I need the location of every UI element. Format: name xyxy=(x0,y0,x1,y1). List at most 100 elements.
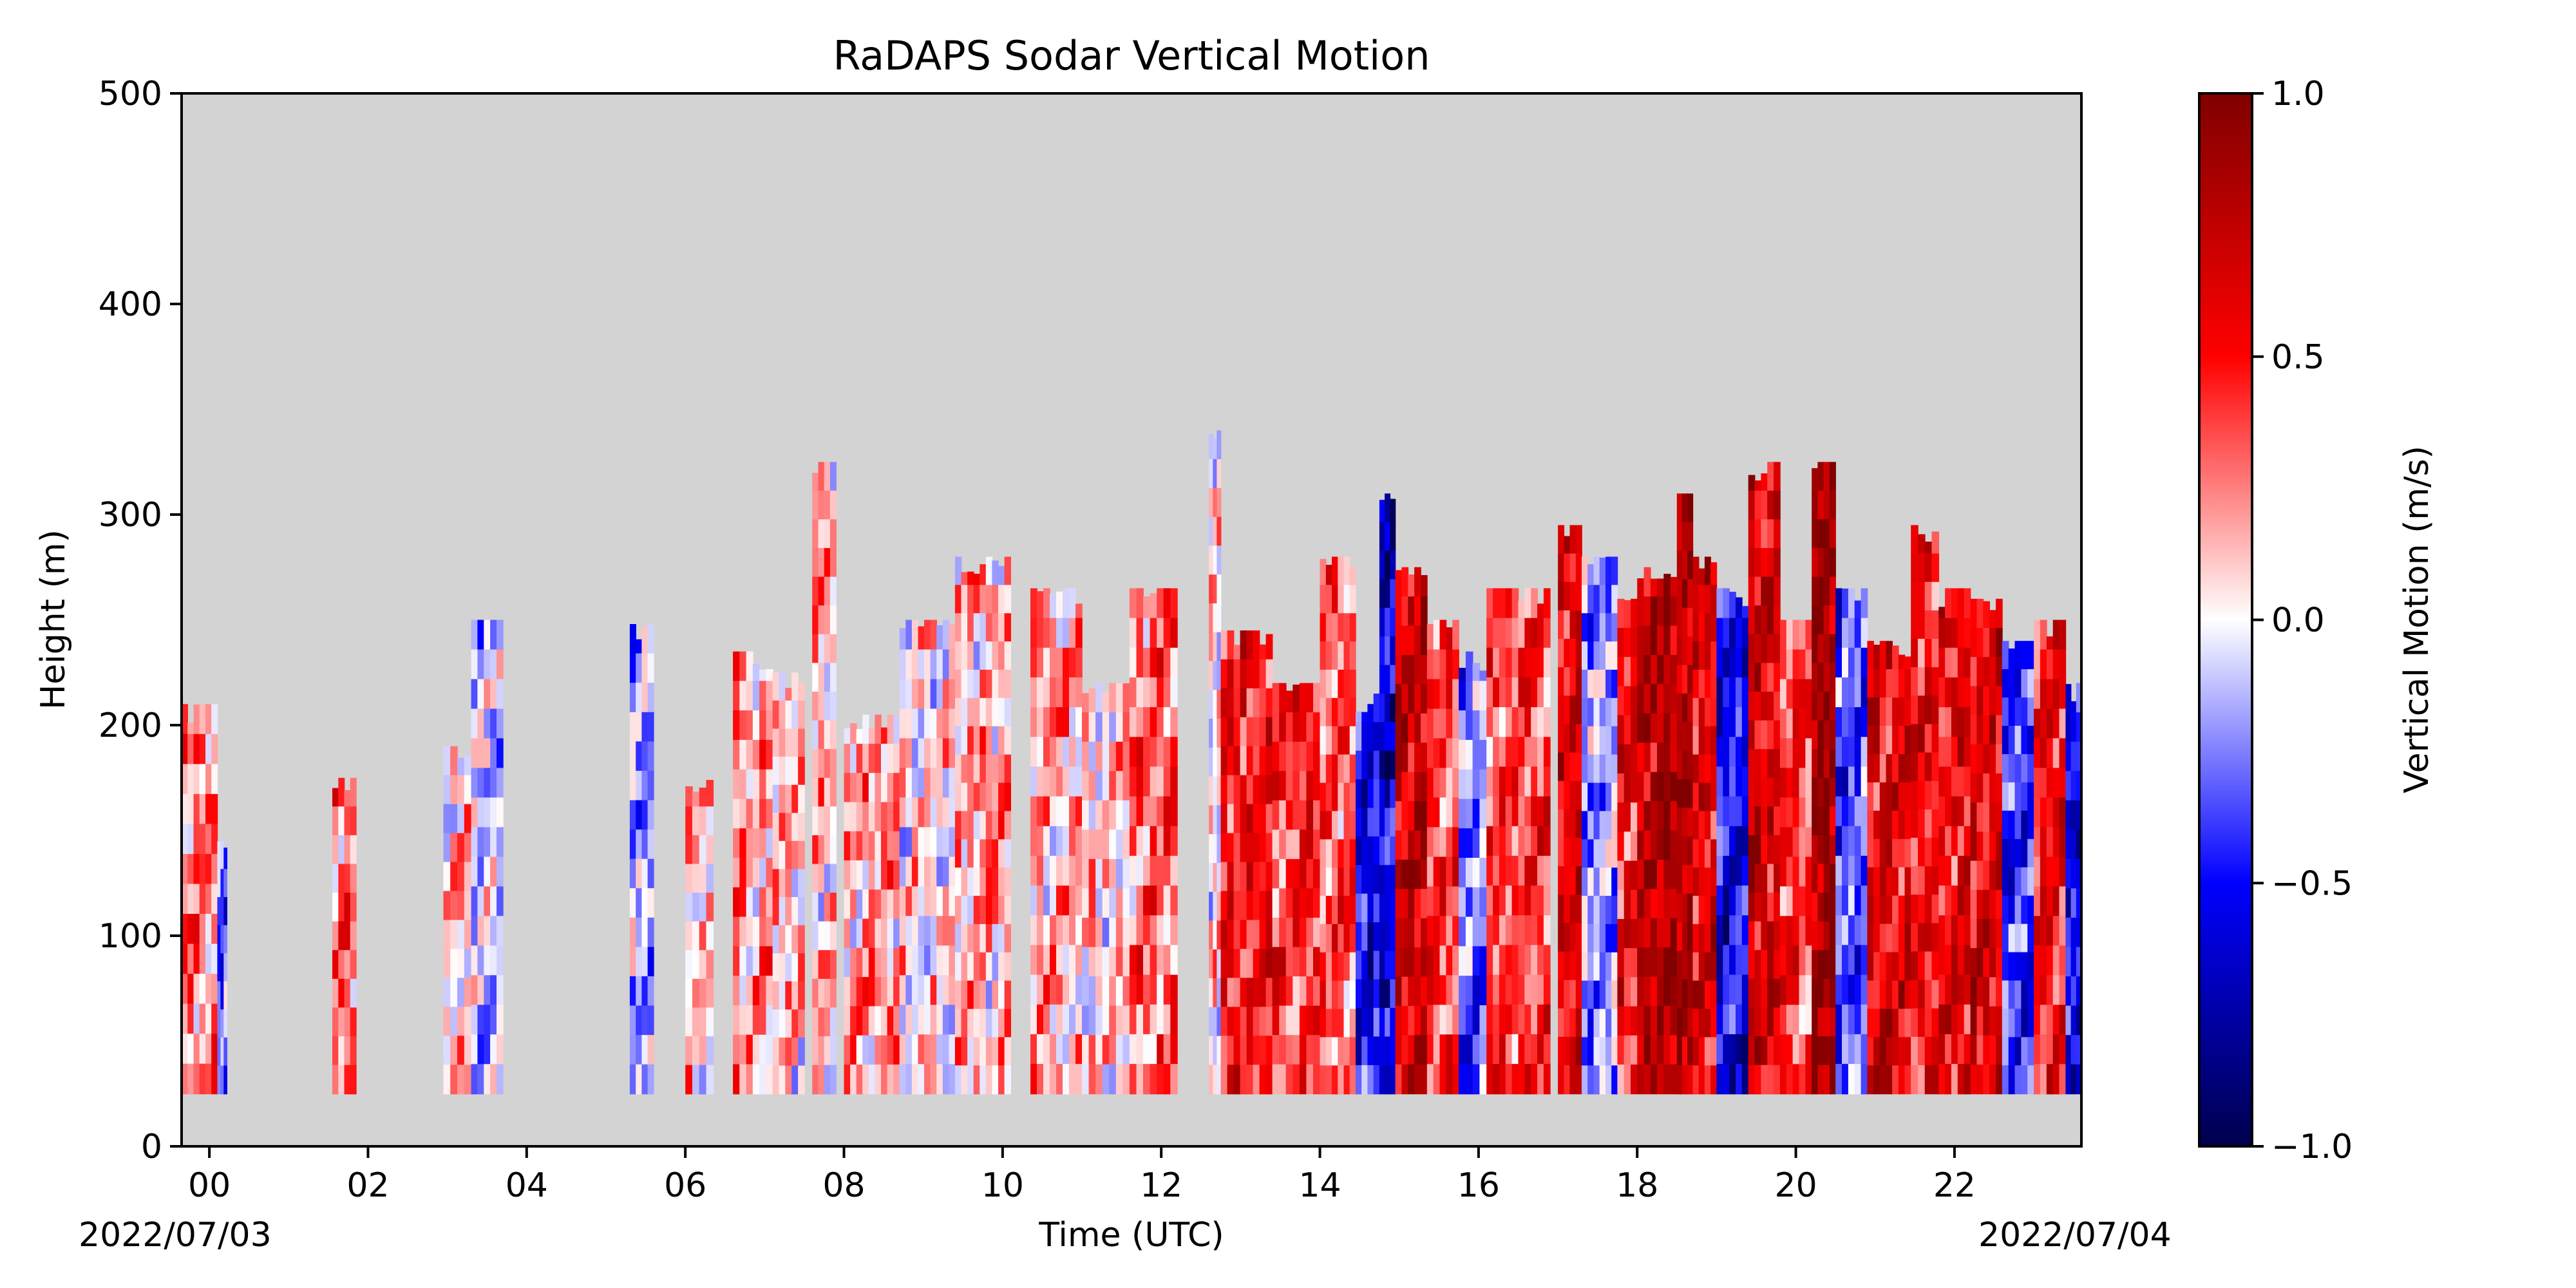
profile-cell xyxy=(1349,585,1356,614)
profile-cell xyxy=(2034,708,2041,739)
profile-cell xyxy=(1306,771,1314,801)
profile-cell xyxy=(868,743,876,774)
profile-cell xyxy=(1433,1034,1441,1065)
profile-cell xyxy=(1037,707,1044,738)
profile-cell xyxy=(1433,768,1441,799)
profile-cell xyxy=(1996,1065,2003,1095)
profile-cell xyxy=(1493,974,1500,1005)
profile-cell xyxy=(1951,1004,1958,1035)
profile-cell xyxy=(1774,605,1781,635)
profile-cell xyxy=(1575,1037,1582,1066)
profile-cell xyxy=(1970,802,1978,833)
profile-cell xyxy=(1575,638,1582,668)
profile-cell xyxy=(1157,855,1164,887)
profile-cell xyxy=(1349,1065,1356,1095)
profile-cell xyxy=(1426,945,1434,976)
profile-cell xyxy=(961,754,968,784)
profile-cell xyxy=(1650,1006,1658,1036)
profile-cell xyxy=(1122,947,1130,977)
profile-cell xyxy=(1511,1064,1519,1095)
profile-cell xyxy=(1983,802,1990,833)
profile-cell xyxy=(862,947,869,978)
profile-cell xyxy=(1004,1037,1011,1066)
profile-cell xyxy=(824,950,831,980)
profile-cell xyxy=(1812,978,1819,1009)
profile-cell xyxy=(2070,947,2077,977)
profile-cell xyxy=(2021,1009,2029,1038)
profile-cell xyxy=(484,679,491,710)
profile-cell xyxy=(746,681,753,712)
profile-cell xyxy=(1486,737,1493,768)
profile-cell xyxy=(1867,838,1874,868)
profile-cell xyxy=(1670,889,1678,919)
profile-cell xyxy=(641,947,649,977)
profile-cell xyxy=(1095,858,1103,889)
profile-cell xyxy=(1209,632,1214,662)
profile-cell xyxy=(1754,893,1762,922)
profile-cell xyxy=(961,952,968,981)
profile-cell xyxy=(1459,887,1466,918)
profile-cell xyxy=(1493,945,1500,976)
profile-cell xyxy=(1367,836,1374,866)
profile-cell xyxy=(829,749,837,779)
profile-cell xyxy=(1951,826,1958,857)
profile-cell xyxy=(464,833,472,863)
profile-cell xyxy=(992,726,999,755)
profile-cell xyxy=(1938,766,1946,797)
profile-cell xyxy=(1911,951,1918,981)
profile-cell xyxy=(1670,1035,1678,1065)
profile-cell xyxy=(2046,1064,2054,1095)
profile-cell xyxy=(1465,1005,1473,1036)
profile-cell xyxy=(772,672,780,701)
profile-cell xyxy=(629,829,636,860)
profile-cell xyxy=(647,1064,654,1095)
profile-cell xyxy=(818,864,825,894)
profile-cell xyxy=(1848,1034,1855,1065)
profile-cell xyxy=(980,839,987,869)
profile-cell xyxy=(1631,657,1638,687)
profile-cell xyxy=(1892,1009,1899,1038)
profile-cell xyxy=(1102,1005,1110,1036)
colorbar-tick-label: 0.0 xyxy=(2271,601,2325,640)
profile-cell xyxy=(1723,974,1730,1005)
profile-cell xyxy=(1030,945,1037,976)
profile-cell xyxy=(223,1037,227,1066)
profile-cell xyxy=(1682,694,1688,723)
profile-cell xyxy=(829,663,837,692)
profile-cell xyxy=(1395,596,1403,627)
profile-cell xyxy=(1805,857,1813,887)
profile-cell xyxy=(1395,1064,1403,1095)
profile-cell xyxy=(1043,945,1050,976)
profile-cell xyxy=(1904,810,1911,840)
profile-cell xyxy=(881,1006,888,1036)
profile-cell xyxy=(1439,797,1447,828)
profile-cell xyxy=(1774,519,1781,549)
profile-cell xyxy=(1779,857,1787,887)
profile-cell xyxy=(1272,829,1280,860)
profile-cell xyxy=(1892,980,1899,1010)
profile-cell xyxy=(1325,896,1332,925)
profile-cell xyxy=(1102,741,1110,772)
profile-cell xyxy=(1213,661,1218,691)
profile-cell xyxy=(1682,665,1688,694)
profile-cell xyxy=(477,827,485,858)
profile-cell xyxy=(1505,796,1513,827)
profile-cell xyxy=(772,700,780,730)
profile-cell xyxy=(2021,641,2029,670)
profile-cell xyxy=(1209,1036,1214,1066)
profile-cell xyxy=(1792,916,1800,947)
profile-cell xyxy=(1227,862,1235,892)
x-tick-label: 14 xyxy=(1298,1166,1341,1205)
profile-cell xyxy=(766,769,773,800)
profile-cell xyxy=(785,953,792,982)
profile-cell xyxy=(629,653,636,684)
profile-cell xyxy=(936,1034,943,1065)
profile-cell xyxy=(1075,737,1083,768)
profile-cell xyxy=(746,976,753,1006)
profile-cell xyxy=(954,754,962,784)
profile-cell xyxy=(1306,712,1314,743)
profile-cell xyxy=(1505,647,1513,678)
profile-cell xyxy=(1817,490,1824,520)
profile-cell xyxy=(829,777,837,808)
profile-cell xyxy=(1729,707,1736,738)
